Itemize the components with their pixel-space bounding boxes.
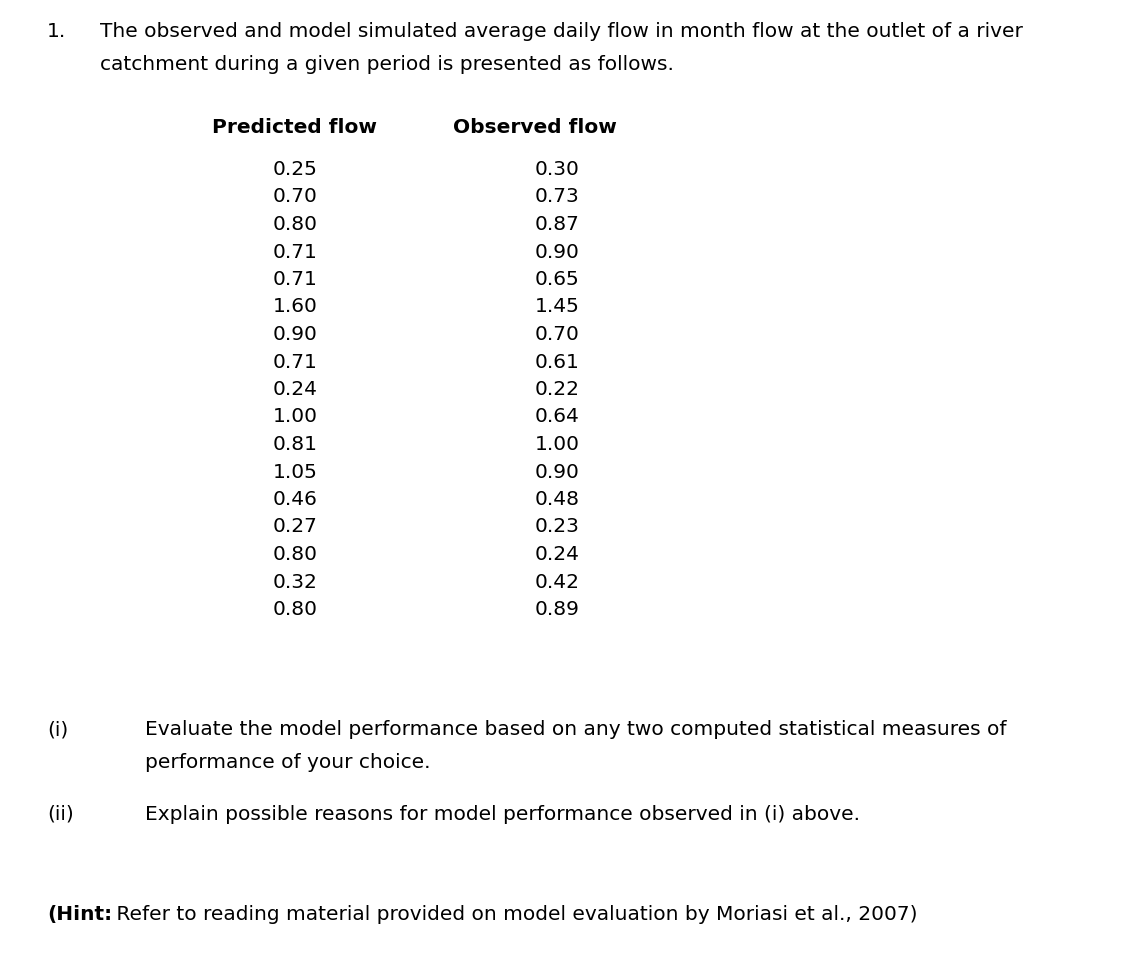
Text: catchment during a given period is presented as follows.: catchment during a given period is prese… [100,55,674,74]
Text: 0.71: 0.71 [272,353,317,371]
Text: Predicted flow: Predicted flow [213,118,378,137]
Text: The observed and model simulated average daily flow in month flow at the outlet : The observed and model simulated average… [100,22,1023,41]
Text: 0.87: 0.87 [536,215,579,234]
Text: 0.73: 0.73 [536,188,579,206]
Text: 1.60: 1.60 [272,297,317,317]
Text: 1.00: 1.00 [272,407,317,427]
Text: 0.48: 0.48 [536,490,580,509]
Text: 0.90: 0.90 [536,463,579,481]
Text: Refer to reading material provided on model evaluation by Moriasi et al., 2007): Refer to reading material provided on mo… [110,905,918,924]
Text: 0.80: 0.80 [272,215,317,234]
Text: 0.61: 0.61 [536,353,579,371]
Text: 0.71: 0.71 [272,270,317,289]
Text: 0.71: 0.71 [272,243,317,261]
Text: 0.89: 0.89 [536,600,579,619]
Text: Observed flow: Observed flow [453,118,616,137]
Text: 0.25: 0.25 [272,160,317,179]
Text: 0.24: 0.24 [272,380,317,399]
Text: 0.90: 0.90 [536,243,579,261]
Text: 0.81: 0.81 [272,435,317,454]
Text: 0.80: 0.80 [272,545,317,564]
Text: Explain possible reasons for model performance observed in (i) above.: Explain possible reasons for model perfo… [145,805,860,824]
Text: 0.24: 0.24 [536,545,580,564]
Text: 1.45: 1.45 [536,297,579,317]
Text: 0.70: 0.70 [536,325,579,344]
Text: 1.00: 1.00 [536,435,580,454]
Text: performance of your choice.: performance of your choice. [145,753,431,772]
Text: 0.22: 0.22 [536,380,580,399]
Text: 0.30: 0.30 [536,160,579,179]
Text: 0.90: 0.90 [272,325,317,344]
Text: 0.23: 0.23 [536,517,579,537]
Text: 1.: 1. [47,22,66,41]
Text: 1.05: 1.05 [272,463,317,481]
Text: (i): (i) [47,720,69,739]
Text: (ii): (ii) [47,805,74,824]
Text: Evaluate the model performance based on any two computed statistical measures of: Evaluate the model performance based on … [145,720,1007,739]
Text: 0.42: 0.42 [536,573,580,591]
Text: 0.32: 0.32 [272,573,317,591]
Text: (Hint:: (Hint: [47,905,112,924]
Text: 0.27: 0.27 [272,517,317,537]
Text: 0.80: 0.80 [272,600,317,619]
Text: 0.64: 0.64 [536,407,579,427]
Text: 0.70: 0.70 [272,188,317,206]
Text: 0.65: 0.65 [536,270,579,289]
Text: 0.46: 0.46 [272,490,317,509]
